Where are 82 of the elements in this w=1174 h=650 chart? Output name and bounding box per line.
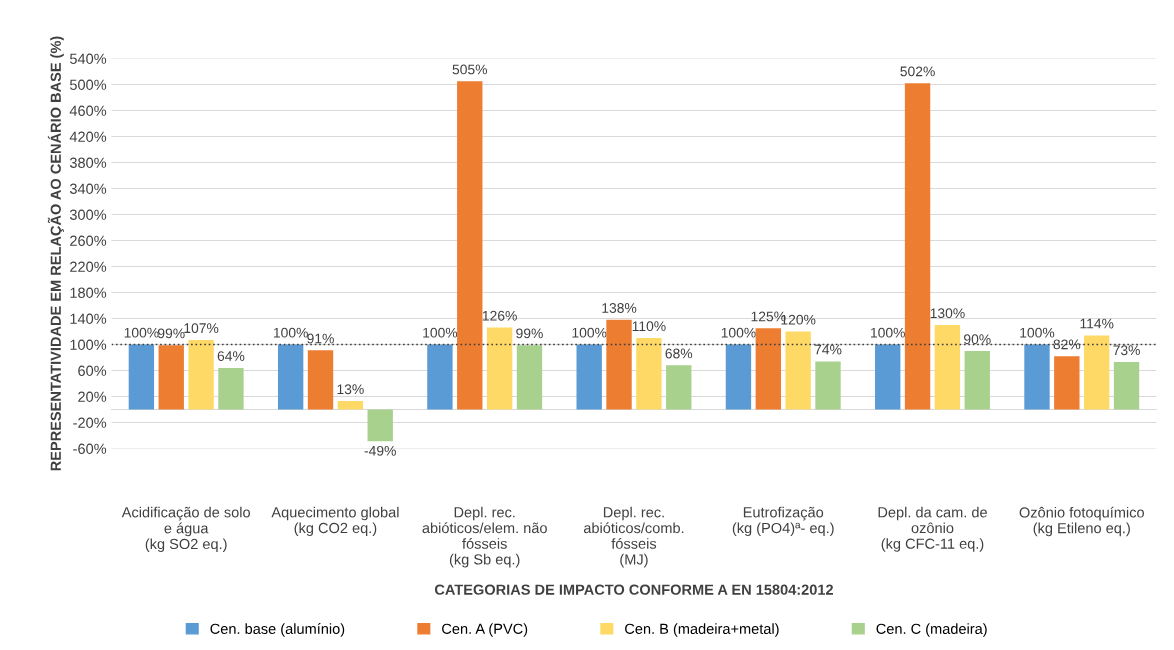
data-label: 82% xyxy=(1053,339,1081,350)
data-label: -49% xyxy=(364,445,396,456)
y-axis-title: REPRESENTATIVIDADE EM RELAÇÃO AO CENÁRIO BASE (%) xyxy=(47,36,64,471)
x-tick-label: Depl. da cam. de ozônio (kg CFC-11 eq.) xyxy=(878,506,987,552)
data-label: 502% xyxy=(900,66,935,77)
data-label: 110% xyxy=(632,321,666,332)
data-label: 68% xyxy=(665,348,693,359)
data-label: 91% xyxy=(307,333,334,344)
y-tick-label: 540% xyxy=(69,53,107,64)
legend-label: Cen. C (madeira) xyxy=(876,623,987,637)
bar xyxy=(158,345,184,410)
data-label: 100% xyxy=(273,327,308,338)
y-tick-label: 420% xyxy=(69,131,107,142)
data-label: 100% xyxy=(1020,327,1055,338)
y-tick-label: 20% xyxy=(78,391,107,402)
x-axis-title: CATEGORIAS DE IMPACTO CONFORME A EN 15804:2012 xyxy=(434,584,833,595)
bar xyxy=(1024,344,1050,410)
x-tick-label: Acidificação de solo e água (kg SO2 eq.) xyxy=(121,506,250,552)
bar xyxy=(457,81,483,410)
data-label: 100% xyxy=(423,327,458,338)
bar xyxy=(1054,356,1080,410)
bar xyxy=(337,401,364,410)
legend-label: Cen. base (alumínio) xyxy=(210,623,345,637)
x-tick-label: Eutrofização (kg (PO4)ª- eq.) xyxy=(732,506,834,537)
data-label: 100% xyxy=(124,327,159,338)
x-tick-label: Depl. rec. abióticos/elem. não fósseis (kg Sb eq.) xyxy=(422,506,547,568)
y-tick-label: 180% xyxy=(70,287,107,298)
y-tick-label: -60% xyxy=(73,443,107,454)
bar xyxy=(486,327,513,410)
bar xyxy=(516,345,543,410)
data-label: 73% xyxy=(1113,345,1140,356)
data-label: 130% xyxy=(930,308,965,319)
y-tick-label: 380% xyxy=(69,157,107,168)
bar xyxy=(218,367,244,410)
bar xyxy=(277,344,304,410)
bar xyxy=(427,344,453,410)
y-tick-label: 100% xyxy=(70,339,107,350)
data-label: 99% xyxy=(516,328,543,339)
y-tick-label: 220% xyxy=(70,261,107,272)
data-label: 99% xyxy=(157,328,185,339)
data-label: 100% xyxy=(721,327,756,338)
legend-label: Cen. B (madeira+metal) xyxy=(625,623,779,637)
bar xyxy=(307,350,334,410)
bar xyxy=(606,319,632,410)
bar xyxy=(964,351,990,410)
bar xyxy=(755,328,781,410)
data-label: 505% xyxy=(452,64,488,75)
y-tick-label: 60% xyxy=(78,365,107,376)
bar xyxy=(188,339,214,410)
x-tick-label: Depl. rec. abióticos/comb. fósseis (MJ) xyxy=(583,506,684,568)
bar xyxy=(666,365,692,410)
x-tick-label: Ozônio fotoquímico (kg Etileno eq.) xyxy=(1019,506,1144,537)
y-tick-label: 140% xyxy=(70,313,107,324)
data-label: 107% xyxy=(184,323,219,334)
data-label: 114% xyxy=(1080,318,1114,329)
bar xyxy=(725,344,752,410)
y-tick-label: -20% xyxy=(73,417,107,428)
legend-label: Cen. A (PVC) xyxy=(442,623,528,637)
data-label: 126% xyxy=(482,310,517,321)
bar xyxy=(904,83,931,410)
data-label: 138% xyxy=(602,303,637,313)
y-tick-label: 260% xyxy=(70,235,107,246)
data-label: 100% xyxy=(871,327,905,338)
x-tick-label: Aquecimento global (kg CO2 eq.) xyxy=(271,506,399,537)
data-label: 90% xyxy=(964,334,991,345)
y-tick-label: 340% xyxy=(69,183,107,194)
bar xyxy=(636,338,662,410)
bar xyxy=(128,344,155,410)
data-label: 74% xyxy=(814,344,842,355)
bar xyxy=(875,344,901,410)
y-tick-label: 500% xyxy=(69,79,107,90)
y-tick-label: 460% xyxy=(69,105,107,116)
bar xyxy=(1113,362,1140,410)
bar xyxy=(576,344,602,410)
data-label: 64% xyxy=(217,351,245,361)
bar xyxy=(934,325,961,410)
y-tick-label: 300% xyxy=(69,209,107,220)
bar xyxy=(785,331,811,410)
bar xyxy=(815,361,841,410)
bar xyxy=(1084,335,1110,410)
data-label: 13% xyxy=(337,384,364,395)
bar xyxy=(367,409,393,442)
